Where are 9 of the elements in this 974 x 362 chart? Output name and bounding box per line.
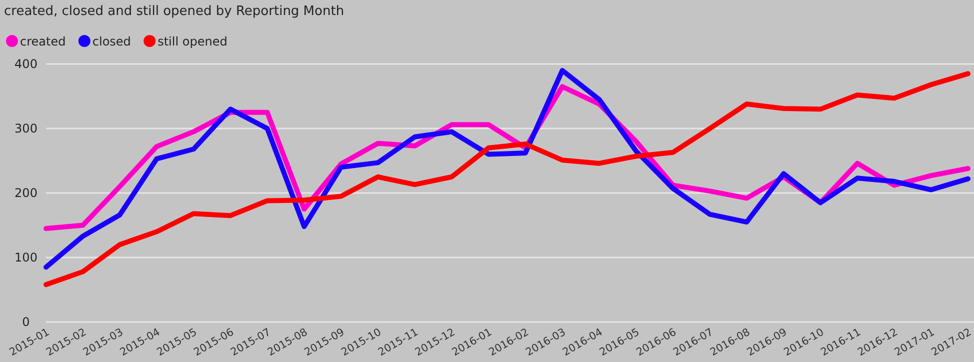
legend-label: still opened [158, 34, 228, 48]
chart-title: created, closed and still opened by Reporting Month [4, 4, 344, 19]
y-tick-label: 400 [14, 57, 38, 71]
y-tick-label: 100 [14, 250, 38, 264]
legend-label: closed [92, 34, 131, 48]
y-tick-label: 300 [14, 122, 38, 136]
y-tick-label: 200 [14, 186, 38, 200]
y-tick-label: 0 [22, 315, 30, 329]
legend-label: created [20, 34, 66, 48]
